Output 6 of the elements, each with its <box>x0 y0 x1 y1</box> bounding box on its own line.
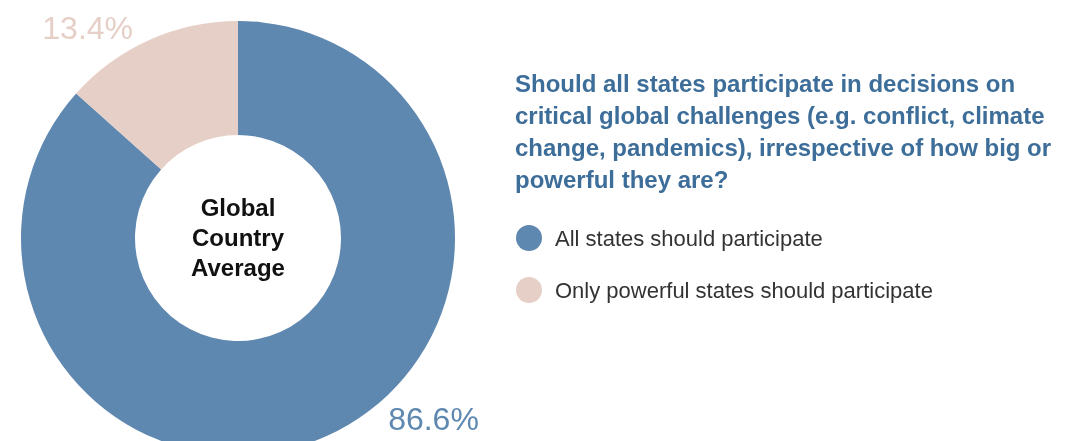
legend-label: Only powerful states should participate <box>555 277 933 303</box>
data-label: 13.4% <box>42 9 134 46</box>
text: Global Country Average <box>191 194 285 282</box>
data-label: 86.6% <box>388 400 479 437</box>
legend-label: All states should participate <box>555 225 823 251</box>
text: Should all states participate in decisions on critical global challenges (e.g. conflict, climate change, pandemics), irrespective of how big or powerful they are? <box>515 70 1052 193</box>
